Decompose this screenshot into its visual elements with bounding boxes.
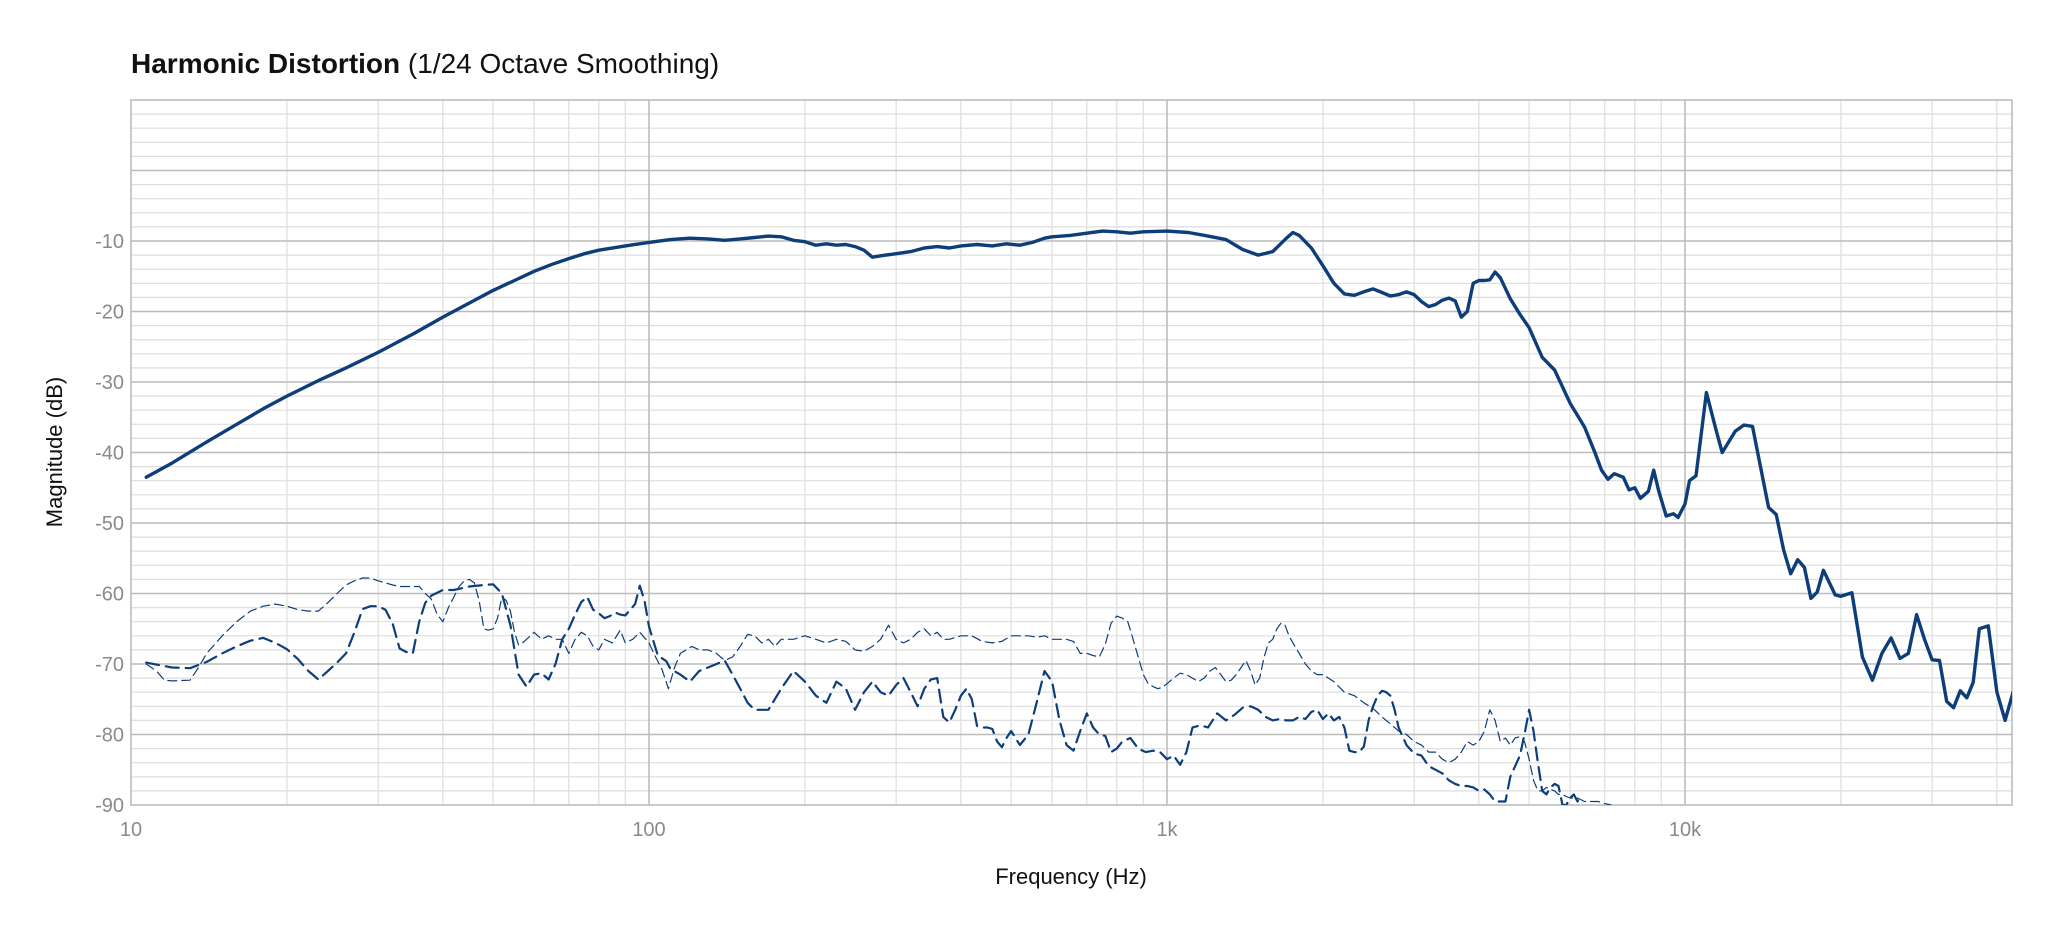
series-layer [144, 229, 2012, 805]
series-line-3-dashed-thin [145, 577, 1612, 805]
y-tick-label: -80 [95, 725, 124, 747]
y-tick-label: -60 [95, 584, 124, 606]
minor-gridlines [131, 100, 2012, 805]
x-tick-labels: 10 100 1k 10k [120, 819, 1702, 841]
chart-title: Harmonic Distortion (1/24 Octave Smoothi… [131, 48, 719, 80]
y-tick-label: -30 [95, 372, 124, 394]
x-tick-label: 1k [1156, 819, 1178, 841]
series-line-2-dashed-thick [145, 583, 1583, 805]
chart-subtitle: (1/24 Octave Smoothing) [407, 48, 720, 79]
y-tick-label: -50 [95, 513, 124, 535]
y-tick-label: -40 [95, 443, 124, 465]
y-tick-labels: -10 -20 -30 -40 -50 -60 -70 -80 -90 [95, 231, 124, 817]
x-tick-label: 10k [1669, 819, 1702, 841]
plot-frame [130, 99, 2013, 806]
x-tick-label: 10 [120, 819, 142, 841]
x-axis-label: Frequency (Hz) [995, 864, 1147, 889]
major-gridlines [131, 100, 2012, 805]
y-tick-label: -20 [95, 302, 124, 324]
x-tick-label: 100 [632, 819, 665, 841]
y-tick-label: -90 [95, 795, 124, 817]
y-tick-label: -70 [95, 654, 124, 676]
y-tick-label: -10 [95, 231, 124, 253]
series-line-1-solid [144, 229, 2012, 723]
y-axis-label: Magnitude (dB) [42, 377, 67, 527]
chart-title-main: Harmonic Distortion [131, 48, 401, 79]
